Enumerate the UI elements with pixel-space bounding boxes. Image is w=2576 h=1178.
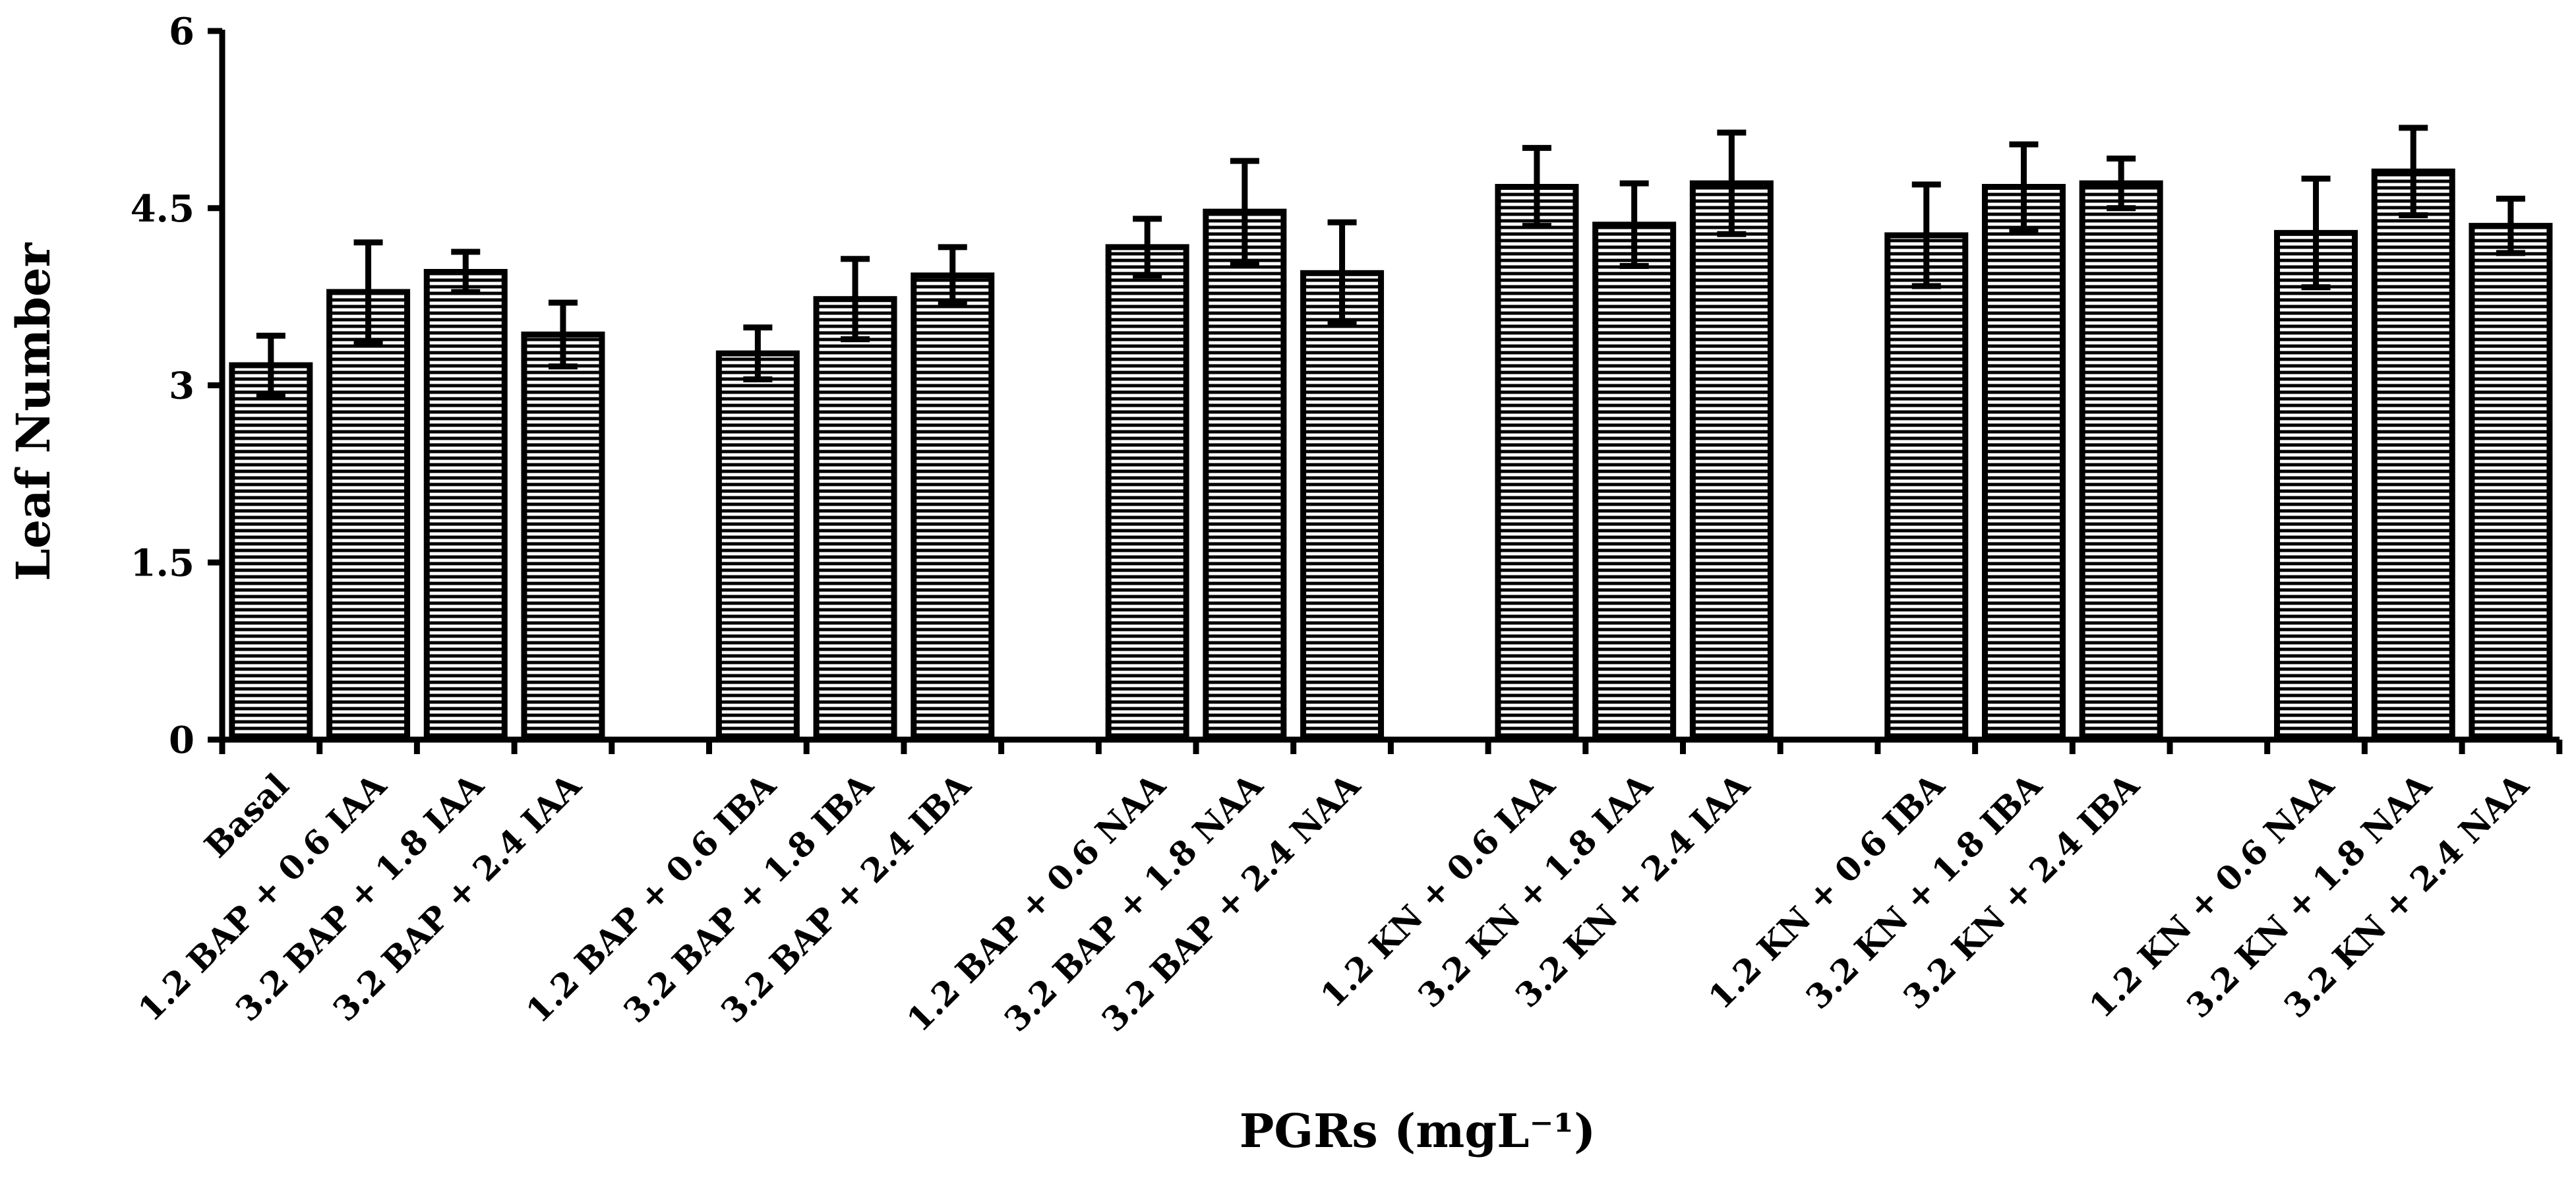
bar xyxy=(1981,184,2066,743)
x-axis-title: PGRs (mgL⁻¹) xyxy=(1240,1104,1596,1158)
y-tick-label: 3 xyxy=(169,365,195,408)
bars xyxy=(229,168,2553,743)
bar xyxy=(2469,223,2553,743)
bar xyxy=(1300,270,1385,743)
bar xyxy=(715,350,800,743)
y-tick-label: 0 xyxy=(169,719,195,762)
bar xyxy=(1689,180,1774,743)
bar xyxy=(423,269,508,743)
bar xyxy=(1592,221,1677,743)
bar xyxy=(1884,232,1969,743)
y-tick-label: 6 xyxy=(169,10,195,53)
bar xyxy=(521,331,605,743)
y-axis-title: Leaf Number xyxy=(6,242,61,581)
y-tick-label: 1.5 xyxy=(131,541,195,585)
bar xyxy=(1495,184,1579,743)
axes xyxy=(208,28,2563,754)
bar xyxy=(1203,208,1287,743)
bar xyxy=(229,362,313,743)
bar xyxy=(2274,229,2358,743)
bar xyxy=(2371,168,2455,743)
bar xyxy=(326,289,411,743)
bar xyxy=(1105,244,1189,743)
bar xyxy=(813,296,897,743)
error-bars xyxy=(256,125,2525,398)
y-tick-label: 4.5 xyxy=(131,187,195,231)
bar xyxy=(911,272,995,743)
bar xyxy=(2079,180,2163,743)
